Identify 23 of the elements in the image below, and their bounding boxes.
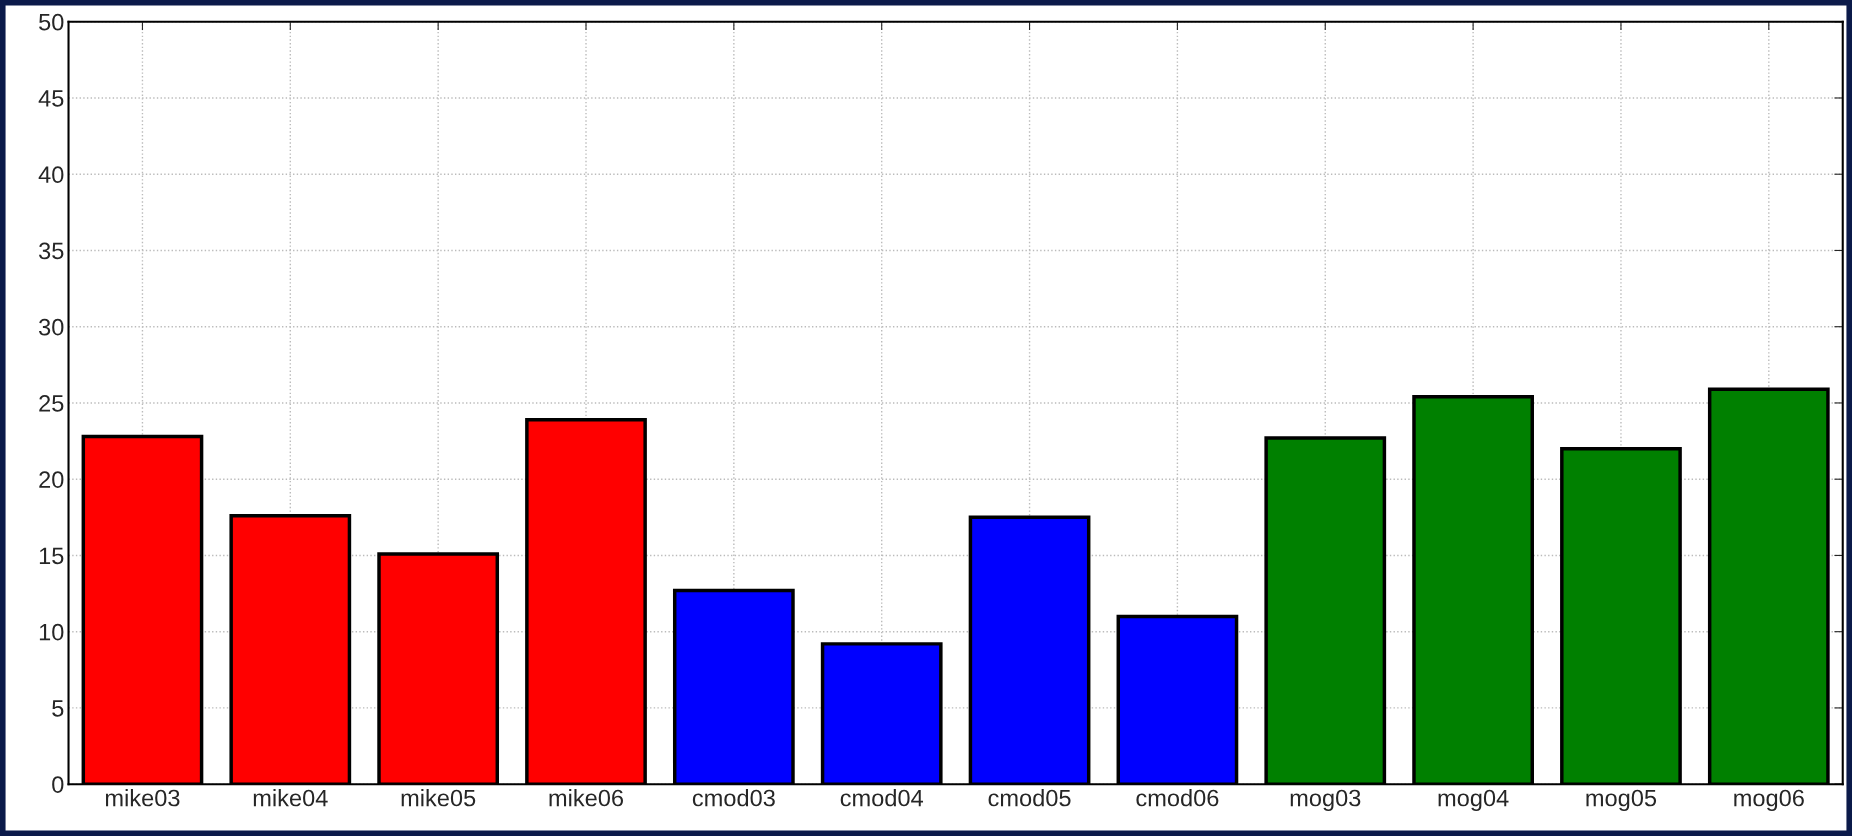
- x-tick-label: mog04: [1438, 789, 1509, 812]
- y-tick-label: 25: [39, 395, 64, 412]
- x-tick-label: mike04: [253, 789, 328, 807]
- y-tick-label: 20: [39, 471, 64, 488]
- y-tick-label: 50: [39, 13, 64, 31]
- x-tick-label: mike06: [549, 789, 624, 807]
- y-tick-label: 15: [39, 547, 64, 565]
- x-tick-label: cmod06: [1136, 789, 1219, 807]
- x-tick-label: mog06: [1734, 789, 1804, 812]
- x-tick-label: cmod05: [988, 789, 1071, 807]
- y-tick-label: 30: [39, 318, 64, 336]
- y-tick-label: 40: [38, 166, 64, 184]
- y-tick-label: 10: [39, 623, 64, 641]
- x-tick-label: mog05: [1586, 789, 1657, 812]
- y-tick-label: 45: [38, 90, 64, 107]
- x-tick-label: mog03: [1290, 789, 1361, 812]
- x-tick-label: cmod04: [840, 789, 924, 807]
- x-tick-label: mike05: [401, 789, 476, 807]
- y-tick-label: 0: [52, 776, 64, 793]
- x-tick-label: cmod03: [692, 789, 775, 807]
- y-tick-label: 5: [52, 700, 64, 717]
- x-tick-label: mike03: [105, 789, 180, 807]
- y-tick-label: 35: [39, 242, 64, 260]
